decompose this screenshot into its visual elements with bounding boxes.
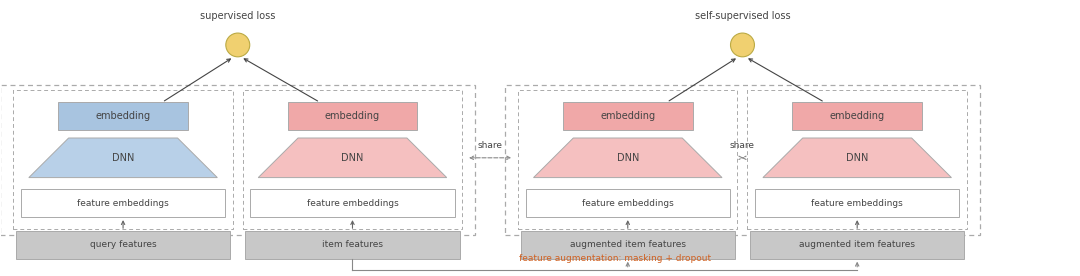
Polygon shape	[258, 138, 447, 177]
Bar	[747, 91, 967, 229]
Text: feature embeddings: feature embeddings	[811, 199, 903, 208]
Bar	[563, 102, 692, 130]
Text: augmented item features: augmented item features	[799, 240, 915, 250]
Text: DNN: DNN	[846, 153, 868, 163]
Text: DNN: DNN	[112, 153, 134, 163]
Polygon shape	[762, 138, 951, 177]
Text: feature embeddings: feature embeddings	[582, 199, 674, 208]
Bar	[16, 231, 230, 259]
Text: feature embeddings: feature embeddings	[307, 199, 399, 208]
Bar	[521, 231, 735, 259]
Bar	[750, 231, 964, 259]
Bar	[505, 84, 980, 235]
Bar	[518, 91, 738, 229]
Circle shape	[730, 33, 755, 57]
Bar	[793, 102, 922, 130]
Text: embedding: embedding	[600, 111, 656, 121]
Bar	[526, 190, 730, 217]
Bar	[0, 84, 475, 235]
Text: embedding: embedding	[325, 111, 380, 121]
Text: query features: query features	[90, 240, 157, 250]
Text: item features: item features	[322, 240, 383, 250]
Bar	[243, 91, 462, 229]
Polygon shape	[29, 138, 217, 177]
Text: feature embeddings: feature embeddings	[77, 199, 168, 208]
Bar	[245, 231, 460, 259]
Text: feature augmentation: masking + dropout: feature augmentation: masking + dropout	[518, 254, 711, 263]
Text: DNN: DNN	[617, 153, 639, 163]
Text: supervised loss: supervised loss	[200, 11, 275, 21]
Text: embedding: embedding	[829, 111, 885, 121]
Bar	[251, 190, 455, 217]
Text: embedding: embedding	[95, 111, 150, 121]
Bar	[58, 102, 188, 130]
Bar	[287, 102, 417, 130]
Text: share: share	[477, 141, 502, 150]
Text: self-supervised loss: self-supervised loss	[694, 11, 791, 21]
Text: augmented item features: augmented item features	[570, 240, 686, 250]
Polygon shape	[534, 138, 723, 177]
Text: share: share	[730, 141, 755, 150]
Bar	[755, 190, 959, 217]
Bar	[13, 91, 233, 229]
Circle shape	[226, 33, 249, 57]
Text: DNN: DNN	[341, 153, 364, 163]
Bar	[21, 190, 226, 217]
